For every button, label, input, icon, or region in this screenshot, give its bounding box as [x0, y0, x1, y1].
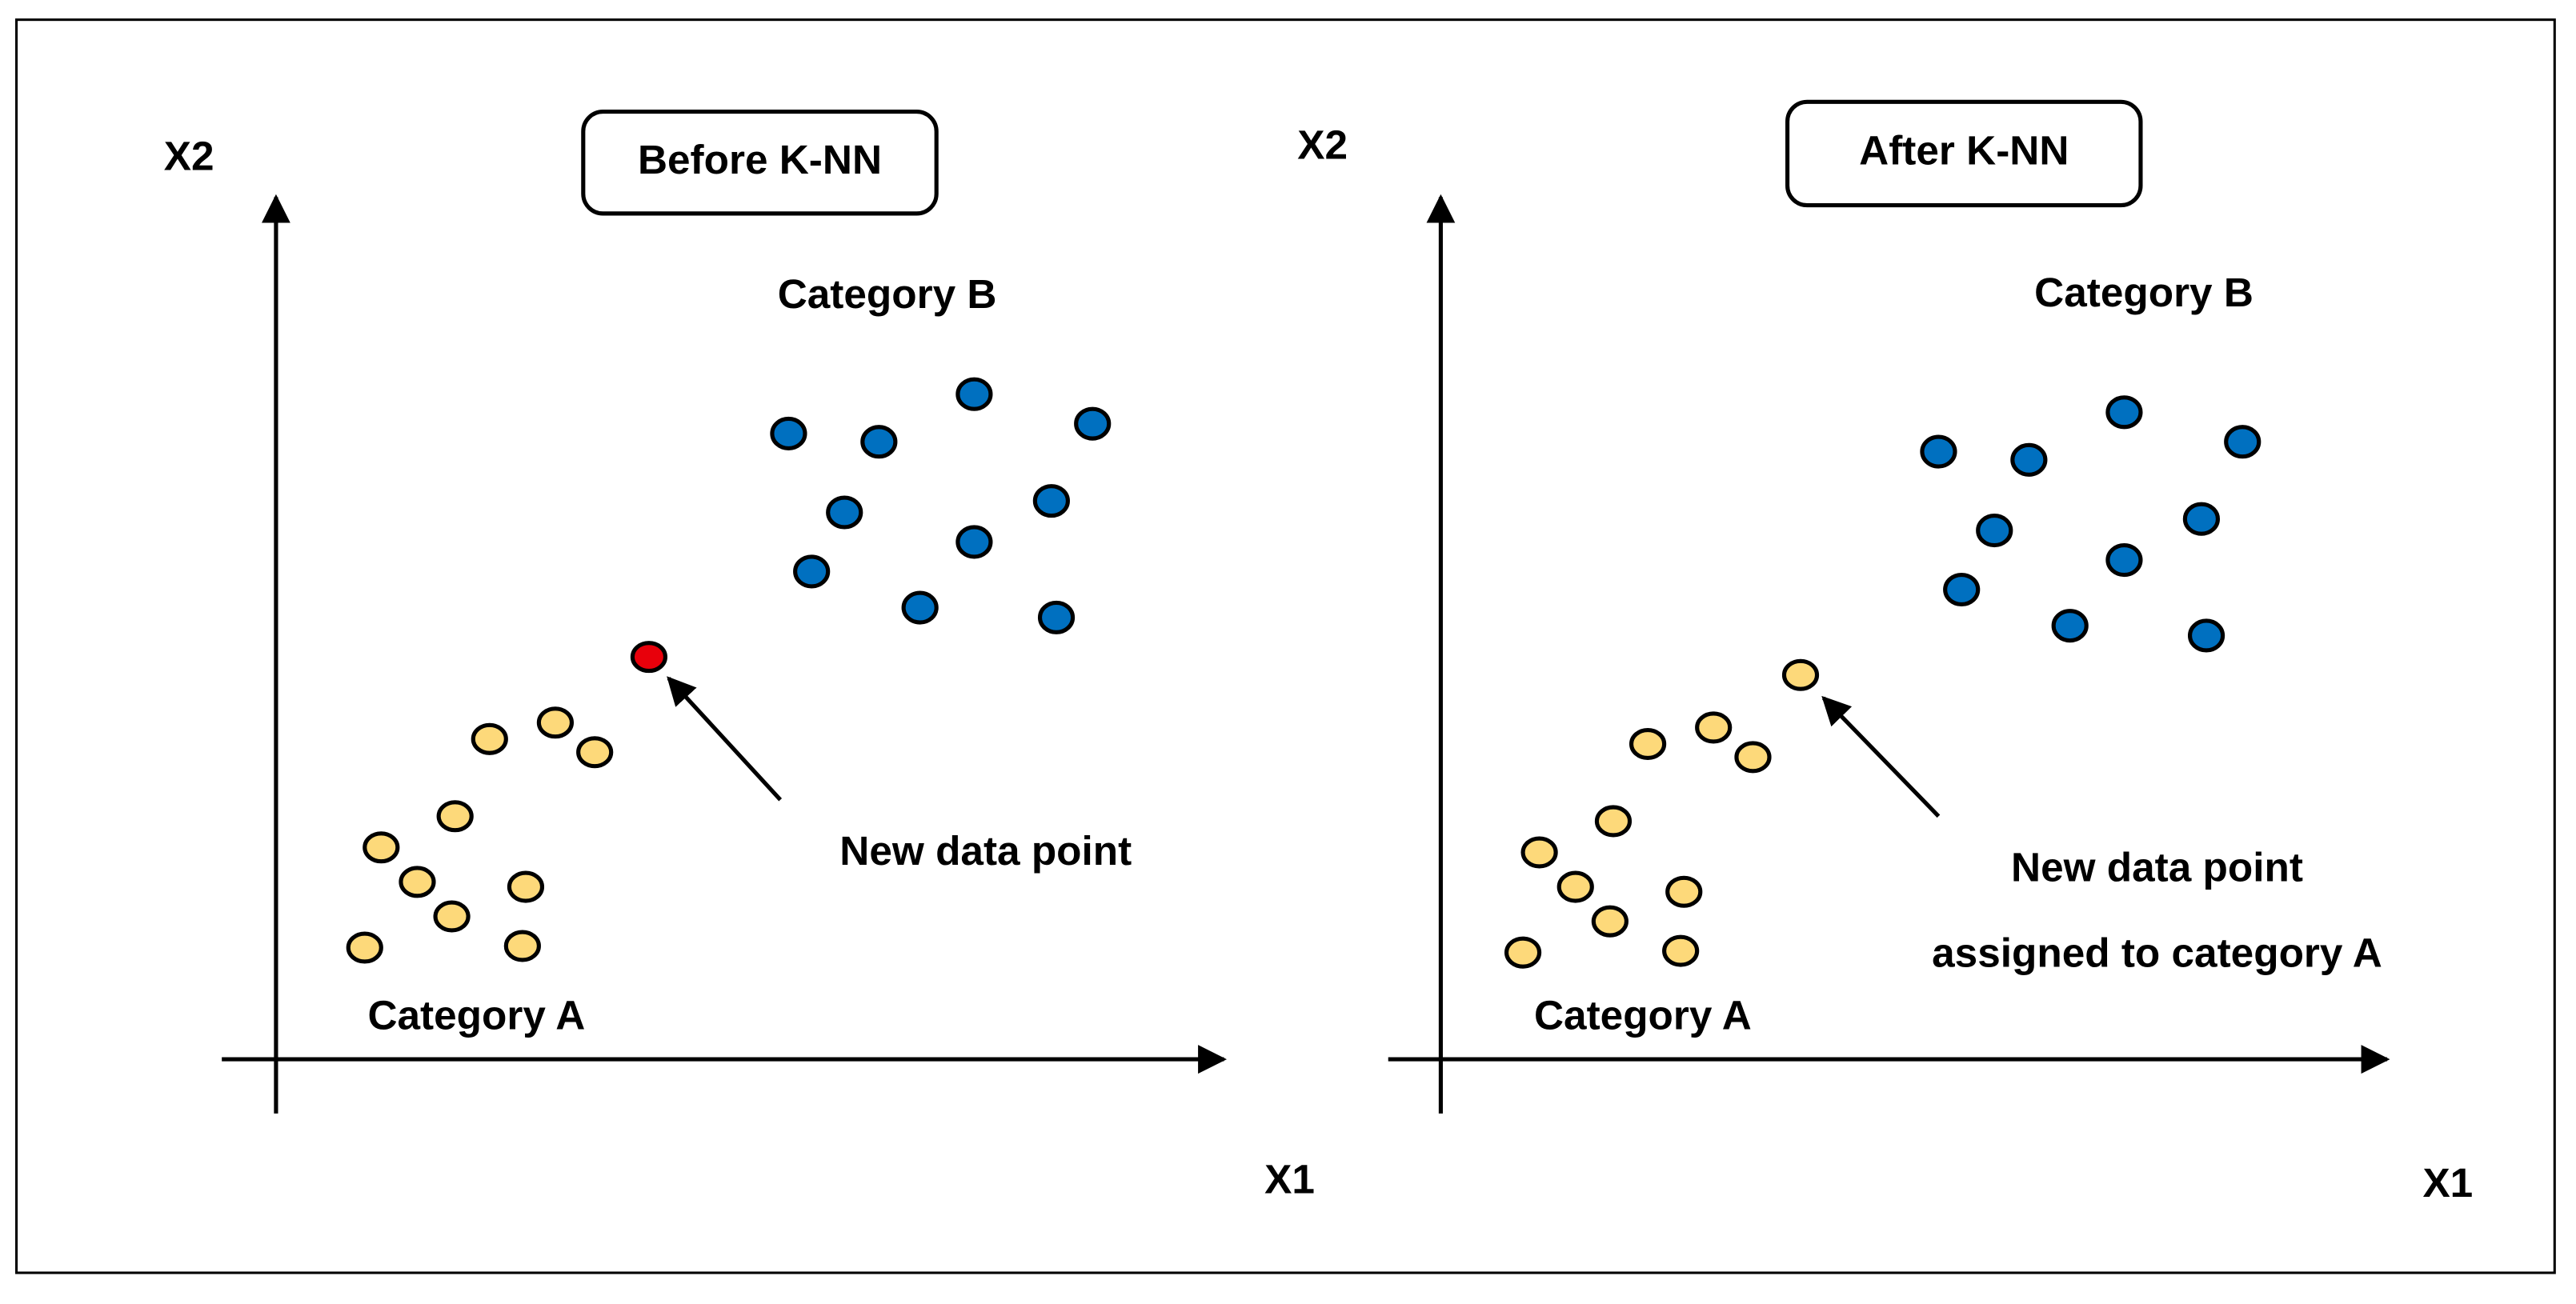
- category-a-label: Category A: [367, 992, 585, 1038]
- new-point: [630, 641, 668, 674]
- point-b: [2010, 442, 2048, 477]
- point-a: [576, 736, 614, 769]
- point-b: [2051, 609, 2089, 643]
- panel-title: After K-NN: [1859, 128, 2069, 174]
- x-axis-label: X1: [2422, 1160, 2473, 1206]
- point-a: [433, 900, 471, 933]
- annotation: New data point: [839, 828, 1132, 874]
- point-a: [346, 931, 383, 964]
- point-b: [860, 425, 898, 459]
- point-b: [2187, 618, 2225, 653]
- point-b: [1037, 600, 1076, 634]
- point-b: [826, 495, 863, 530]
- point-b: [793, 554, 831, 589]
- pointer-arrow: [667, 676, 783, 802]
- panel-title: Before K-NN: [638, 137, 882, 182]
- point-a: [536, 706, 575, 739]
- category-b-label: Category B: [2034, 270, 2253, 315]
- point-a: [1695, 711, 1733, 744]
- point-a: [1665, 875, 1703, 908]
- category-b-label: Category B: [778, 271, 997, 317]
- point-b: [2224, 425, 2262, 459]
- y-axis-label: X2: [1297, 122, 1348, 167]
- y-axis-label: X2: [164, 134, 214, 179]
- point-a: [503, 930, 541, 962]
- point-a: [1594, 805, 1633, 838]
- point-b: [2105, 542, 2143, 578]
- title-box: [1785, 99, 2143, 208]
- point-a: [1591, 905, 1629, 938]
- point-b: [955, 525, 993, 559]
- point-a: [1662, 934, 1700, 967]
- point-a: [363, 831, 400, 864]
- point-a: [1504, 936, 1542, 969]
- point-b: [1943, 572, 1981, 607]
- point-b: [2182, 502, 2221, 536]
- point-b: [770, 416, 807, 451]
- point-b: [2105, 395, 2143, 430]
- point-a: [1629, 727, 1667, 760]
- x-axis-label: X1: [1264, 1157, 1315, 1202]
- annotation: New data point: [2011, 845, 2303, 890]
- new-point: [1781, 658, 1820, 691]
- point-a: [1734, 741, 1772, 774]
- point-a: [436, 800, 474, 833]
- point-a: [399, 866, 436, 898]
- title-box: [581, 110, 939, 216]
- point-b: [1032, 484, 1070, 518]
- point-a: [1520, 836, 1558, 869]
- point-b: [1976, 514, 2013, 548]
- point-a: [507, 870, 545, 903]
- pointer-arrow: [1821, 695, 1941, 818]
- category-a-label: Category A: [1534, 992, 1752, 1038]
- point-b: [1920, 434, 1957, 469]
- point-b: [955, 377, 993, 411]
- point-b: [901, 590, 939, 625]
- point-a: [471, 722, 508, 755]
- point-b: [1074, 406, 1112, 441]
- annotation: assigned to category A: [1932, 930, 2382, 975]
- frame: [15, 18, 2556, 1274]
- point-a: [1556, 870, 1594, 903]
